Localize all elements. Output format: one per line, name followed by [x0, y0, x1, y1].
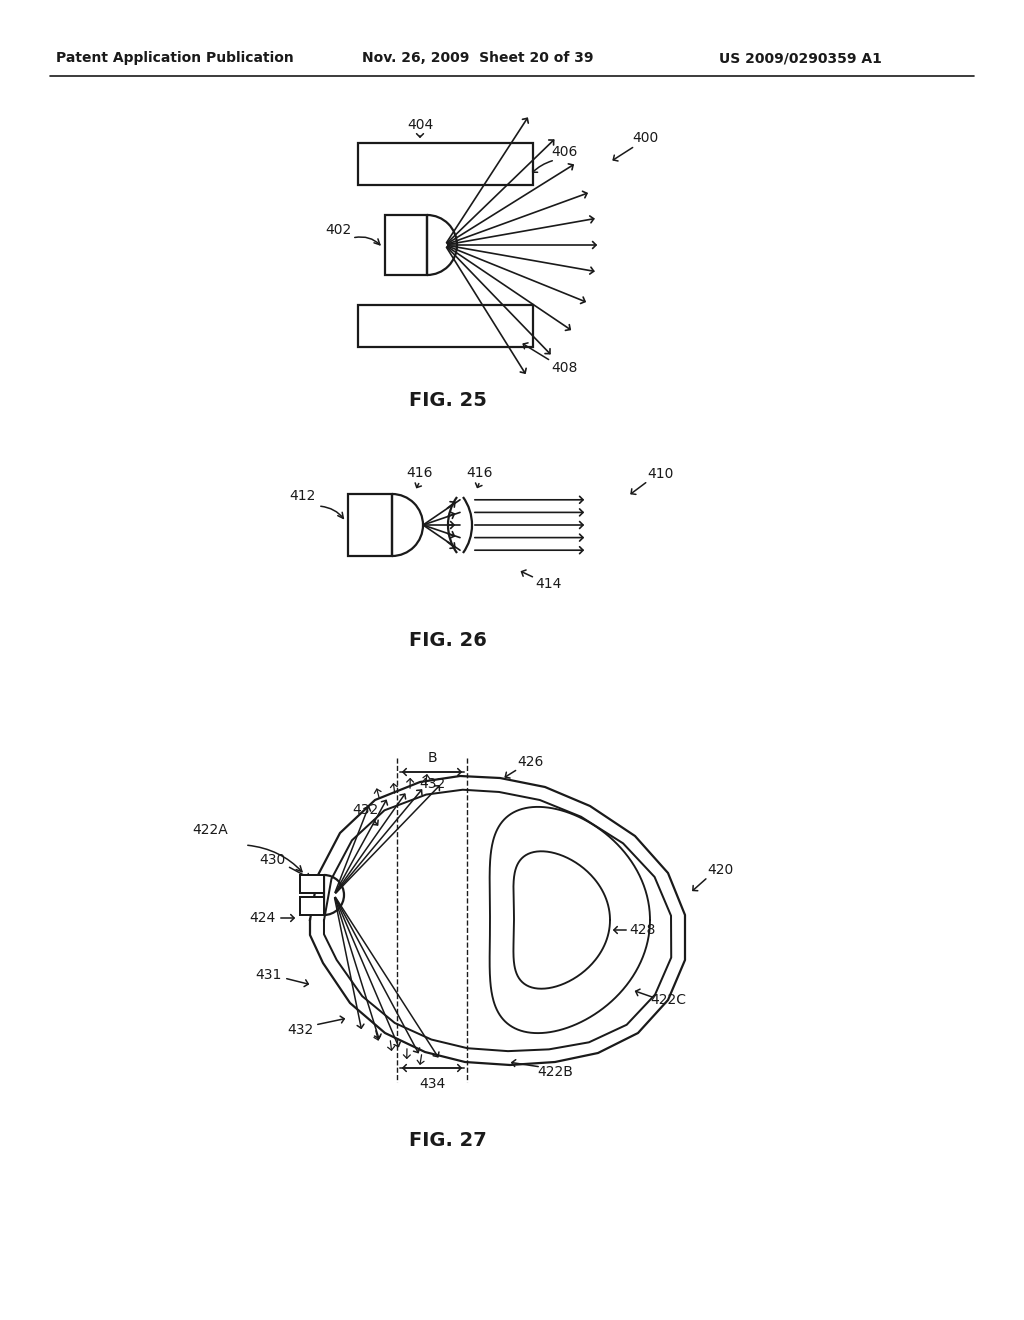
- Text: 432: 432: [419, 777, 445, 791]
- Text: 404: 404: [407, 117, 433, 132]
- Text: 422A: 422A: [193, 822, 228, 837]
- Bar: [348, 494, 392, 556]
- Text: 426: 426: [517, 755, 543, 770]
- Text: 430: 430: [259, 853, 285, 867]
- Bar: [358, 305, 534, 347]
- Text: 400: 400: [632, 131, 658, 145]
- Text: 424: 424: [249, 911, 275, 925]
- Text: Nov. 26, 2009  Sheet 20 of 39: Nov. 26, 2009 Sheet 20 of 39: [362, 51, 594, 65]
- Text: 422C: 422C: [650, 993, 686, 1007]
- Text: 416: 416: [407, 466, 433, 480]
- Text: 431: 431: [255, 968, 282, 982]
- Text: 402: 402: [325, 223, 351, 238]
- Text: 422B: 422B: [537, 1065, 573, 1078]
- Text: 420: 420: [707, 863, 733, 876]
- Text: US 2009/0290359 A1: US 2009/0290359 A1: [719, 51, 882, 65]
- Text: 432: 432: [352, 803, 378, 817]
- Text: 408: 408: [552, 360, 579, 375]
- Bar: [385, 215, 427, 275]
- Text: FIG. 26: FIG. 26: [409, 631, 487, 649]
- Bar: [358, 143, 534, 185]
- Text: 416: 416: [467, 466, 494, 480]
- Text: 434: 434: [419, 1077, 445, 1092]
- Text: FIG. 27: FIG. 27: [410, 1130, 486, 1150]
- Text: 414: 414: [535, 577, 561, 591]
- Text: 412: 412: [289, 488, 315, 503]
- Text: B: B: [427, 751, 437, 766]
- Text: 428: 428: [629, 923, 655, 937]
- Bar: [300, 898, 324, 915]
- Text: FIG. 25: FIG. 25: [409, 391, 487, 409]
- Text: Patent Application Publication: Patent Application Publication: [56, 51, 294, 65]
- Text: 410: 410: [647, 467, 673, 480]
- Text: 432: 432: [287, 1023, 313, 1038]
- Text: 406: 406: [552, 145, 579, 158]
- Bar: [300, 875, 324, 894]
